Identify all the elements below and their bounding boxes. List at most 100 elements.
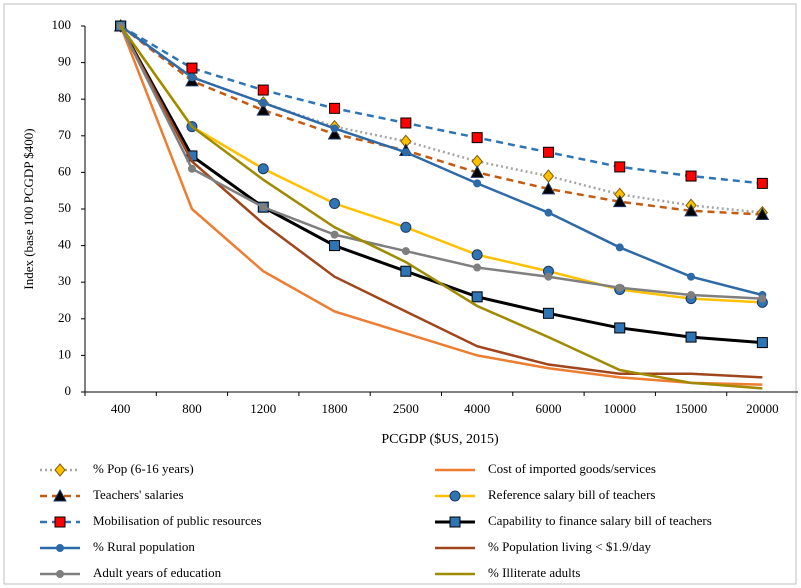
series	[119, 25, 763, 390]
series	[115, 20, 768, 349]
legend-marker	[449, 490, 461, 502]
marker	[401, 148, 410, 157]
y-tick-label: 40	[58, 237, 71, 252]
x-tick-label: 800	[182, 401, 202, 416]
marker	[685, 331, 697, 343]
marker	[614, 322, 626, 334]
marker	[327, 126, 342, 140]
legend-item: Capability to finance salary bill of tea…	[435, 513, 712, 528]
marker	[400, 265, 412, 277]
marker	[259, 203, 268, 212]
legend-marker	[54, 463, 66, 477]
legend-label: Adult years of education	[93, 565, 222, 580]
legend-label: Capability to finance salary bill of tea…	[488, 513, 712, 528]
chart-frame	[3, 3, 797, 585]
marker	[471, 132, 483, 144]
legend-item: Teachers' salaries	[40, 487, 184, 502]
series-line	[120, 24, 763, 185]
y-tick-label: 100	[52, 17, 72, 32]
marker	[400, 221, 412, 233]
marker	[54, 516, 66, 528]
marker	[614, 161, 626, 173]
marker	[542, 307, 554, 319]
marker	[56, 570, 64, 578]
marker	[329, 198, 341, 210]
marker	[473, 263, 482, 272]
y-axis-label: Index (base 100 PCGDP $400)	[21, 128, 36, 289]
legend-item: Mobilisation of public resources	[40, 513, 262, 528]
marker	[186, 62, 198, 74]
series	[119, 25, 763, 379]
marker	[756, 177, 768, 189]
legend-item: Reference salary bill of teachers	[435, 487, 655, 502]
series-line	[119, 25, 763, 304]
legend-marker	[56, 544, 64, 552]
y-tick-label: 90	[58, 54, 71, 69]
marker	[401, 247, 410, 256]
marker	[612, 194, 627, 208]
legend-label: Mobilisation of public resources	[93, 513, 262, 528]
legend-item: % Population living < $1.9/day	[435, 539, 651, 554]
y-tick-label: 80	[58, 90, 71, 105]
x-tick-label: 400	[111, 401, 131, 416]
legend-item: Cost of imported goods/services	[435, 461, 656, 476]
marker	[756, 337, 768, 349]
marker	[615, 243, 624, 252]
marker	[257, 163, 269, 175]
x-tick-label: 1800	[322, 401, 348, 416]
x-axis-label: PCGDP ($US, 2015)	[381, 432, 499, 447]
series-line	[119, 25, 763, 390]
marker	[53, 488, 67, 502]
marker	[471, 291, 483, 303]
series	[119, 25, 763, 386]
marker	[329, 102, 341, 114]
legend-label: Teachers' salaries	[93, 487, 184, 502]
marker	[187, 164, 196, 173]
marker	[755, 207, 770, 220]
legend-item: Adult years of education	[40, 565, 222, 580]
series-line	[119, 25, 763, 216]
x-tick-label: 6000	[535, 401, 561, 416]
y-tick-label: 70	[58, 127, 71, 142]
marker	[544, 208, 553, 217]
legend-label: % Illiterate adults	[488, 565, 580, 580]
marker	[330, 124, 339, 133]
x-tick-label: 2500	[393, 401, 419, 416]
series	[114, 19, 769, 220]
marker	[259, 98, 268, 107]
legend-item: % Illiterate adults	[435, 565, 580, 580]
marker	[687, 272, 696, 281]
marker	[56, 544, 64, 552]
series-line	[119, 24, 763, 297]
marker	[449, 490, 461, 502]
legend-item: % Pop (6-16 years)	[40, 461, 194, 477]
marker	[615, 283, 624, 292]
series-line	[119, 25, 763, 386]
marker	[330, 230, 339, 239]
y-tick-label: 60	[58, 163, 71, 178]
marker	[257, 84, 269, 96]
x-tick-label: 10000	[604, 401, 637, 416]
marker	[471, 249, 483, 261]
marker	[473, 179, 482, 188]
x-tick-label: 4000	[464, 401, 490, 416]
marker	[256, 103, 271, 116]
y-tick-label: 50	[58, 200, 71, 215]
legend-item: % Rural population	[40, 539, 195, 554]
marker	[687, 291, 696, 300]
y-tick-label: 30	[58, 273, 71, 288]
marker	[449, 516, 461, 528]
marker	[541, 181, 556, 195]
marker	[684, 203, 698, 217]
series-line	[119, 25, 763, 379]
marker	[54, 463, 66, 477]
y-tick-label: 10	[58, 346, 71, 361]
legend-marker	[449, 516, 461, 528]
legend-label: % Pop (6-16 years)	[93, 461, 194, 476]
series-line	[119, 25, 763, 300]
x-tick-label: 15000	[675, 401, 708, 416]
marker	[187, 73, 196, 82]
legend-marker	[56, 570, 64, 578]
